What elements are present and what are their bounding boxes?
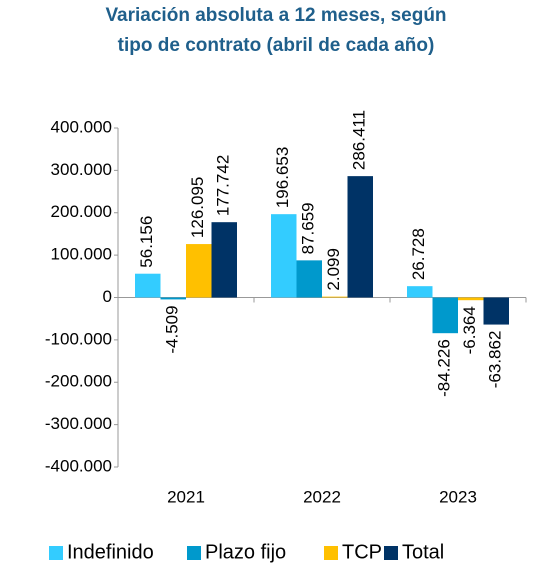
y-tick-label: 400.000	[51, 117, 112, 136]
bar	[483, 297, 509, 325]
legend-swatch	[324, 546, 338, 560]
x-tick-label: 2022	[303, 487, 341, 506]
bar	[347, 176, 373, 298]
bar	[322, 296, 348, 298]
chart-title: tipo de contrato (abril de cada año)	[118, 35, 435, 56]
y-tick-label: -300.000	[45, 414, 112, 433]
value-label: 2.099	[324, 248, 343, 291]
value-label: -63.862	[486, 331, 505, 389]
bar	[135, 273, 161, 298]
y-tick-label: 200.000	[51, 202, 112, 221]
value-label: 286.411	[350, 110, 369, 170]
bar	[432, 297, 458, 334]
value-label: 177.742	[214, 155, 233, 216]
value-label: -6.364	[460, 306, 479, 354]
legend-label: TCP	[342, 541, 382, 563]
value-label: 196.653	[273, 147, 292, 208]
y-tick-label: -400.000	[45, 456, 112, 475]
bar	[407, 286, 433, 298]
legend-label: Total	[402, 541, 444, 563]
legend-swatch	[187, 546, 201, 560]
legend-label: Plazo fijo	[205, 541, 286, 563]
bar	[211, 222, 237, 298]
bar	[160, 297, 186, 300]
bar	[458, 297, 484, 301]
chart-title: Variación absoluta a 12 meses, según	[105, 5, 446, 26]
bar	[186, 244, 212, 298]
legend-swatch	[384, 546, 398, 560]
bar	[271, 214, 297, 298]
legend-label: Indefinido	[67, 541, 154, 563]
value-label: -84.226	[435, 339, 454, 397]
value-label: 126.095	[188, 177, 207, 238]
y-tick-label: 300.000	[51, 160, 112, 179]
value-label: -4.509	[163, 305, 182, 353]
y-tick-label: 100.000	[51, 245, 112, 264]
x-tick-label: 2023	[439, 487, 477, 506]
value-label: 26.728	[409, 228, 428, 280]
y-tick-label: -200.000	[45, 372, 112, 391]
value-label: 87.659	[299, 202, 318, 254]
y-tick-label: 0	[103, 287, 112, 306]
y-tick-label: -100.000	[45, 329, 112, 348]
x-tick-label: 2021	[167, 487, 205, 506]
value-label: 56.156	[137, 216, 156, 268]
bar	[296, 260, 322, 298]
legend-swatch	[49, 546, 63, 560]
